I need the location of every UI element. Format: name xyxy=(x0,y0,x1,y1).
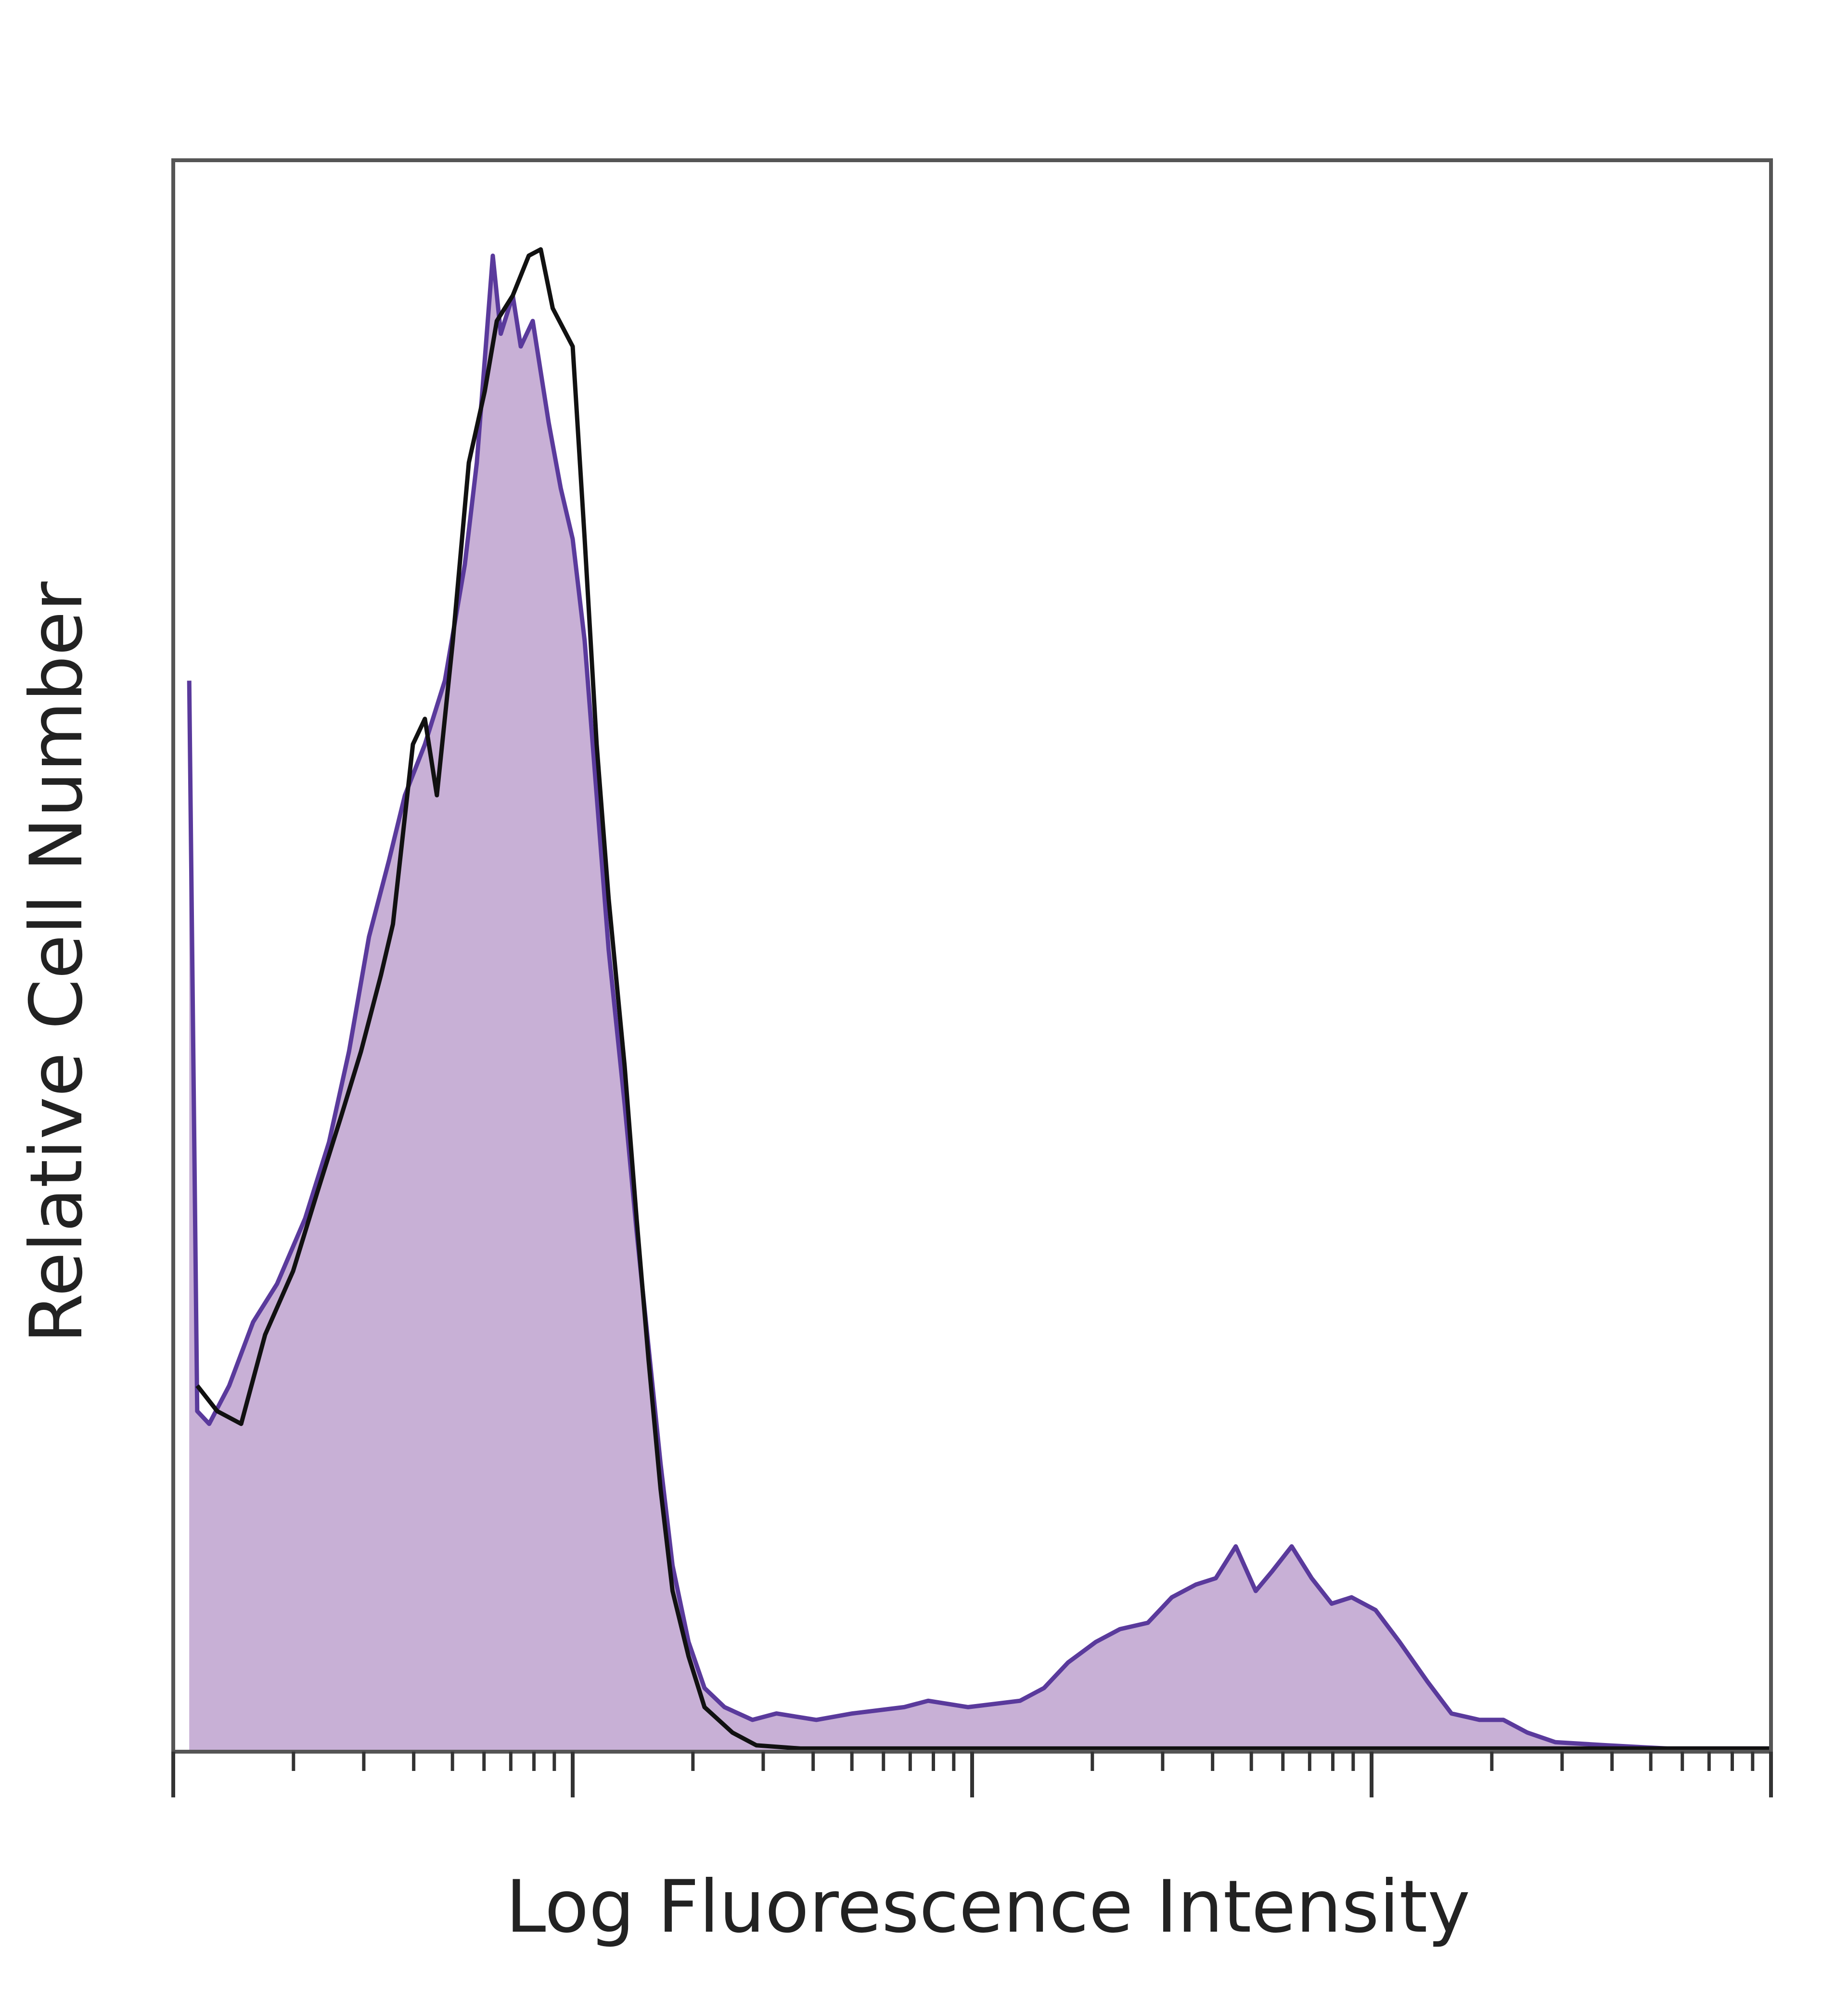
x-axis-label: Log Fluorescence Intensity xyxy=(506,1865,1470,1949)
histogram-line xyxy=(195,247,1771,1751)
y-axis-label: Relative Cell Number xyxy=(15,581,99,1344)
histogram-line xyxy=(187,253,1771,1751)
histogram-fill xyxy=(189,256,1771,1752)
